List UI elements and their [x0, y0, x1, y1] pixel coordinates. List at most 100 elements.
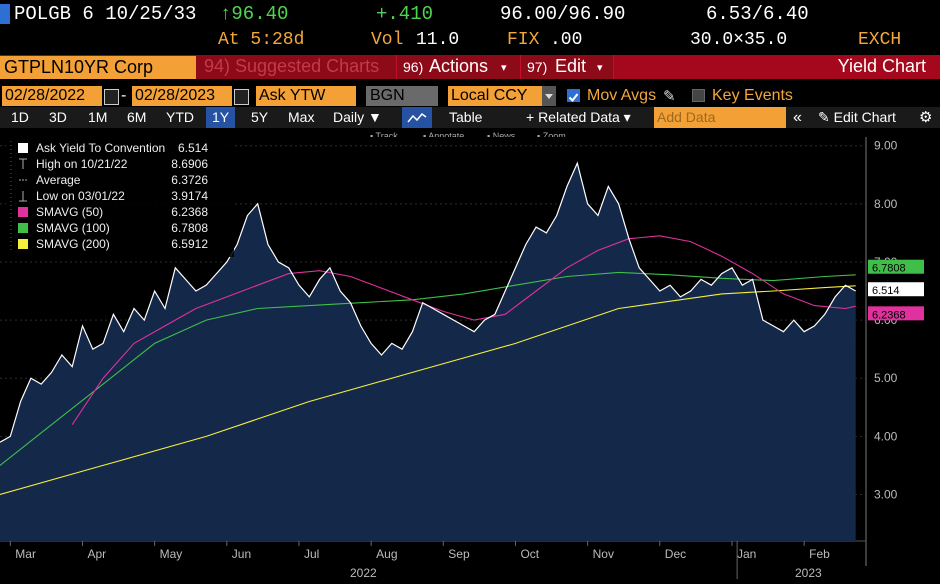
key-events-checkbox[interactable] — [692, 89, 705, 102]
actions-num: 96) — [403, 59, 424, 75]
mov-avgs-label: Mov Avgs — [587, 87, 657, 104]
bid-ask-price: 96.00/96.90 — [500, 3, 626, 25]
chart-area[interactable]: 3.004.005.006.007.008.009.00MarAprMayJun… — [0, 129, 940, 580]
legend-swatch — [18, 239, 28, 249]
news-label: News — [492, 131, 516, 141]
settings-bar: 02/28/2022 - 02/28/2023 Ask YTW BGN Loca… — [0, 86, 940, 108]
security-name[interactable]: POLGB 6 10/25/33 — [14, 3, 197, 25]
currency-selector[interactable]: Local CCY — [448, 86, 542, 106]
y-tick-label: 8.00 — [874, 197, 898, 211]
end-calendar-icon[interactable] — [234, 89, 249, 105]
legend-value: 6.3726 — [171, 173, 208, 187]
legend-label: Low on 03/01/22 — [36, 189, 125, 203]
legend-value: 6.514 — [178, 141, 208, 155]
zoom-tool[interactable]: ▪ Zoom — [537, 131, 566, 141]
end-label-text: 6.7808 — [872, 263, 906, 275]
x-tick-label: Jun — [232, 547, 251, 561]
news-tool[interactable]: ▪ News — [487, 131, 516, 141]
period-ytd[interactable]: YTD — [166, 109, 194, 125]
quote-detail-bar: At 5:28d Vol 11.0 FIX .00 30.0×35.0 EXCH — [0, 28, 940, 54]
gear-icon[interactable]: ⚙ — [919, 109, 933, 126]
x-tick-label: Apr — [87, 547, 106, 561]
track-label: Track — [375, 131, 398, 141]
period-1m[interactable]: 1M — [88, 109, 108, 125]
legend-label: SMAVG (50) — [36, 205, 103, 219]
yield-chart[interactable]: 3.004.005.006.007.008.009.00MarAprMayJun… — [0, 129, 940, 580]
annotate-tool[interactable]: ▪ Annotate — [423, 131, 465, 141]
sma200-line — [0, 285, 856, 496]
year-label: 2023 — [795, 566, 822, 579]
source-value: .00 — [550, 30, 583, 50]
end-label-box — [868, 259, 924, 274]
yield-line — [0, 161, 856, 443]
period-1y[interactable]: 1Y — [206, 107, 236, 128]
edit-num: 97) — [527, 59, 548, 75]
quote-bar: POLGB 6 10/25/33 ↑96.40 +.410 96.00/96.9… — [0, 0, 940, 28]
period-5y[interactable]: 5Y — [251, 109, 269, 125]
yield-area — [0, 163, 856, 541]
period-3d[interactable]: 3D — [49, 109, 67, 125]
actions-button[interactable]: 96) Actions ▾ — [397, 55, 521, 79]
legend-value: 3.9174 — [171, 189, 208, 203]
zoom-label: Zoom — [542, 131, 566, 141]
field-selector[interactable]: Ask YTW — [256, 86, 356, 106]
pencil-icon[interactable]: ✎ — [663, 88, 676, 105]
y-tick-label: 5.00 — [874, 371, 898, 385]
legend-swatch — [18, 223, 28, 233]
end-label-text: 6.2368 — [872, 309, 906, 321]
volume-value: 11.0 — [416, 30, 460, 50]
volume-label: Vol — [371, 30, 404, 50]
x-tick-label: Dec — [665, 547, 686, 561]
legend-label: SMAVG (100) — [36, 221, 110, 235]
bid-ask-yield: 6.53/6.40 — [706, 3, 809, 25]
add-data-input[interactable]: Add Data — [654, 107, 786, 128]
currency-dropdown-icon[interactable] — [542, 86, 556, 106]
key-events-label: Key Events — [712, 87, 793, 104]
command-bar: 94) Suggested Charts 96) Actions ▾ 97) E… — [0, 55, 940, 79]
end-label-box — [868, 306, 924, 321]
source-label: FIX — [507, 30, 540, 50]
last-time: At 5:28d — [218, 30, 305, 50]
actions-label: Actions — [429, 56, 489, 76]
legend-swatch — [18, 143, 28, 153]
suggested-charts-button[interactable]: 94) Suggested Charts — [196, 55, 397, 79]
start-calendar-icon[interactable] — [104, 89, 119, 105]
legend-value: 8.6906 — [171, 157, 208, 171]
y-tick-label: 9.00 — [874, 139, 898, 153]
x-tick-label: Aug — [376, 547, 397, 561]
period-1d[interactable]: 1D — [11, 109, 29, 125]
related-data-button[interactable]: + Related Data ▾ — [526, 109, 631, 125]
period-6m[interactable]: 6M — [127, 109, 147, 125]
legend-label: Average — [36, 173, 81, 187]
edit-chevron-icon: ▾ — [597, 62, 603, 74]
x-tick-label: Jul — [304, 547, 319, 561]
end-date-field[interactable]: 02/28/2023 — [132, 86, 232, 106]
year-label: 2022 — [350, 566, 377, 579]
start-date-field[interactable]: 02/28/2022 — [2, 86, 102, 106]
table-button[interactable]: Table — [449, 109, 483, 125]
legend-value: 6.5912 — [171, 237, 208, 251]
edit-label: Edit — [555, 56, 587, 76]
y-tick-label: 3.00 — [874, 487, 898, 501]
period-max[interactable]: Max — [288, 109, 315, 125]
legend-label: SMAVG (200) — [36, 237, 110, 251]
net-change: +.410 — [376, 3, 434, 25]
x-tick-label: Oct — [520, 547, 539, 561]
legend-label: Ask Yield To Convention — [36, 141, 165, 155]
legend-value: 6.7808 — [171, 221, 208, 235]
edit-button[interactable]: 97) Edit ▾ — [521, 55, 614, 79]
x-tick-label: Mar — [15, 547, 36, 561]
mov-avgs-checkbox[interactable] — [567, 89, 580, 103]
edit-chart-button[interactable]: ✎ Edit Chart — [818, 109, 896, 125]
edit-chart-label: Edit Chart — [833, 109, 896, 125]
collapse-icon[interactable]: « — [793, 109, 802, 126]
end-label-box — [868, 282, 924, 297]
sma100-line — [0, 271, 856, 466]
track-tool[interactable]: ▪ Track — [370, 131, 398, 141]
line-chart-icon[interactable] — [402, 107, 432, 128]
source-field[interactable]: BGN — [366, 86, 438, 106]
frequency-selector[interactable]: Daily ▼ — [333, 109, 382, 125]
security-color-box — [0, 4, 10, 24]
legend-low-marker — [19, 191, 27, 202]
ticker-input[interactable]: GTPLN10YR Corp — [0, 56, 196, 79]
